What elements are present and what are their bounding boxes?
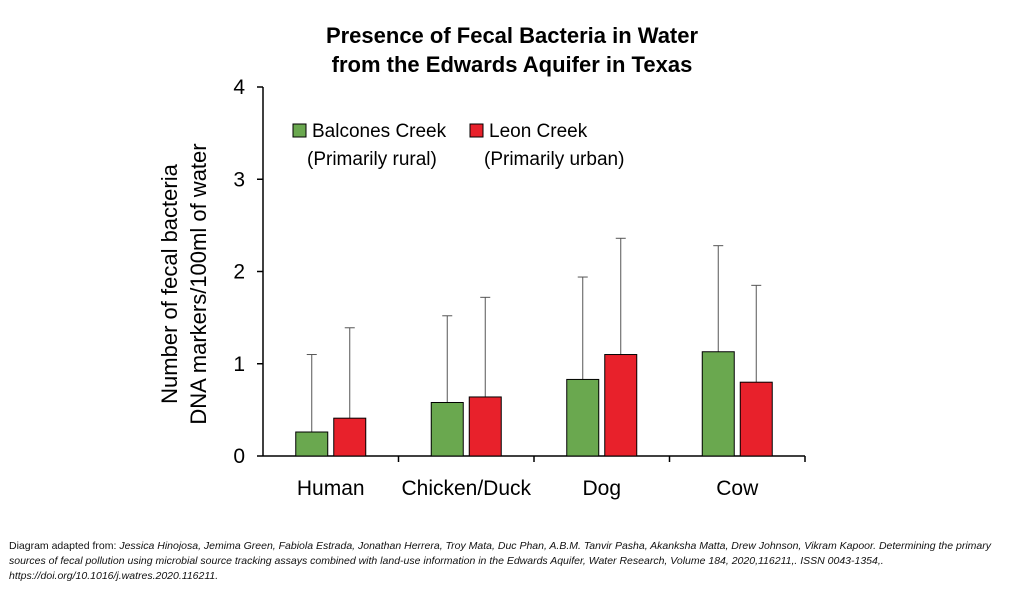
- bars: [295, 237, 773, 457]
- source-caption: Diagram adapted from: Jessica Hinojosa, …: [9, 539, 1014, 584]
- legend-sublabel: (Primarily rural): [307, 149, 437, 170]
- y-tick-label: 4: [233, 76, 245, 99]
- x-tick-label: Chicken/Duck: [401, 477, 531, 500]
- bar: [295, 431, 329, 457]
- bar: [739, 381, 773, 457]
- y-tick-label: 0: [233, 445, 245, 468]
- legend-sublabel: (Primarily urban): [484, 149, 624, 170]
- legend-swatch: [469, 123, 484, 138]
- bar: [333, 417, 367, 457]
- chart: Presence of Fecal Bacteria in Water from…: [157, 23, 806, 500]
- bar: [468, 396, 502, 457]
- x-tick-label: Dog: [582, 477, 621, 500]
- y-tick-label: 3: [233, 168, 245, 191]
- x-tick-label: Cow: [716, 477, 759, 500]
- bar: [430, 401, 464, 457]
- caption-prefix: Diagram adapted from:: [9, 540, 120, 552]
- bar: [701, 351, 735, 457]
- y-axis-label-line-2: DNA markers/100ml of water: [186, 143, 211, 424]
- chart-title-line-1: Presence of Fecal Bacteria in Water: [326, 23, 699, 48]
- legend-label: Leon Creek: [489, 121, 588, 142]
- y-tick-label: 2: [233, 261, 245, 284]
- chart-title-line-2: from the Edwards Aquifer in Texas: [332, 52, 693, 77]
- legend-label: Balcones Creek: [312, 121, 447, 142]
- legend-swatch: [292, 123, 307, 138]
- bar: [604, 354, 638, 457]
- legend: Balcones Creek (Primarily rural) Leon Cree…: [292, 121, 624, 170]
- y-tick-label: 1: [233, 353, 245, 376]
- caption-citation: Jessica Hinojosa, Jemima Green, Fabiola …: [9, 540, 991, 582]
- y-axis-label-line-1: Number of fecal bacteria: [157, 163, 182, 403]
- x-tick-label: Human: [297, 477, 365, 500]
- bar: [566, 378, 600, 457]
